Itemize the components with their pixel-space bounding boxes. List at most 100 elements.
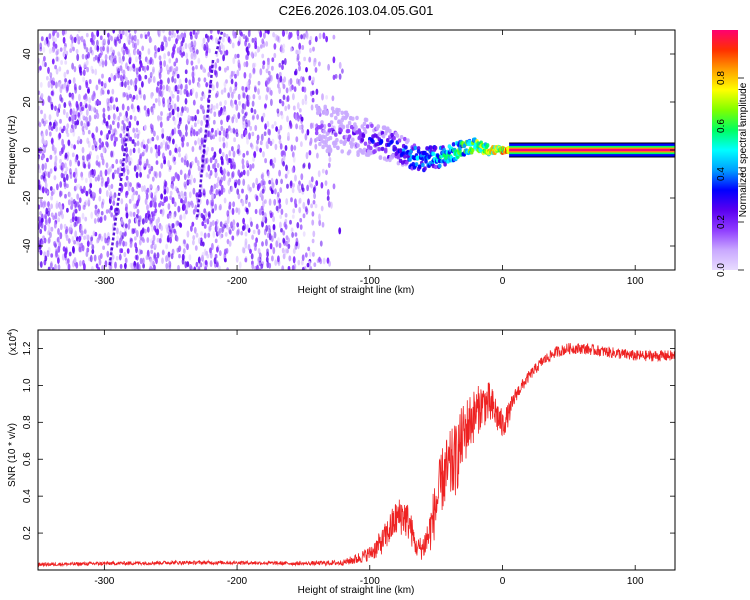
spectrogram-noise-dot	[211, 127, 214, 133]
spectrogram-noise-dot	[285, 87, 289, 94]
spectrogram-noise-dot	[61, 253, 65, 261]
spectrogram-noise-dot	[328, 260, 331, 267]
y-tick-label: -20	[22, 190, 33, 205]
spectrogram-noise-dot	[151, 108, 155, 116]
spectrogram-noise-dot	[257, 46, 261, 53]
spectrogram-noise-dot	[113, 55, 117, 61]
spectrogram-noise-dot	[129, 262, 133, 268]
spectrogram-noise-dot	[57, 227, 60, 235]
spectrogram-noise-dot	[226, 65, 230, 71]
spectrogram-noise-dot	[205, 44, 209, 51]
spectrogram-ridge-dot	[334, 132, 338, 137]
spectrogram-noise-dot	[38, 105, 41, 111]
spectrogram-noise-dot	[168, 58, 172, 64]
spectrogram-noise-dot	[163, 60, 167, 68]
spectrogram-noise-dot	[178, 146, 181, 153]
spectrogram-noise-dot	[194, 140, 197, 146]
spectrogram-noise-dot	[203, 114, 206, 121]
x-tick-label: -100	[360, 276, 380, 287]
spectrogram-noise-dot	[267, 30, 270, 35]
spectrogram-noise-dot	[78, 116, 81, 122]
spectrogram-noise-dot	[157, 149, 161, 157]
spectrogram-ridge-dot	[331, 109, 336, 115]
spectrogram-noise-dot	[39, 46, 43, 52]
spectrogram-noise-dot	[134, 236, 137, 241]
spectrogram-noise-dot	[258, 182, 261, 189]
snr-y-axis-label: SNR (10 * v/v)	[7, 423, 18, 487]
spectrogram-noise-dot	[53, 222, 57, 229]
spectrogram-noise-dot	[217, 188, 221, 195]
spectrogram-noise-dot	[87, 140, 91, 148]
spectrogram-noise-dot	[92, 191, 95, 198]
spectrogram-noise-dot	[257, 228, 261, 236]
spectrogram-noise-dot	[58, 132, 62, 139]
spectrogram-noise-dot	[235, 103, 239, 111]
spectrogram-ridge-dot	[356, 143, 360, 148]
spectrogram-noise-dot	[220, 233, 224, 239]
spectrogram-noise-dot	[237, 112, 241, 120]
spectrogram-noise-dot	[116, 235, 119, 241]
spectrogram-noise-dot	[154, 243, 157, 249]
spectrogram-noise-dot	[93, 254, 97, 262]
spectrogram-noise-dot	[257, 88, 260, 95]
spectrogram-noise-dot	[59, 232, 63, 240]
spectrogram-noise-dot	[153, 191, 157, 199]
spectrogram-noise-dot	[150, 249, 154, 255]
spectrogram-noise-dot	[231, 42, 235, 49]
spectrogram-noise-dot	[193, 40, 197, 48]
spectrogram-noise-dot	[249, 125, 253, 131]
spectrogram-noise-dot	[220, 42, 224, 50]
spectrogram-noise-dot	[321, 168, 325, 174]
spectrogram-noise-dot	[100, 235, 104, 242]
spectrogram-noise-dot	[314, 36, 318, 43]
spectrogram-noise-dot	[68, 100, 71, 107]
spectrogram-noise-dot	[153, 252, 157, 259]
spectrogram-noise-dot	[119, 133, 123, 138]
spectrogram-noise-dot	[125, 49, 129, 55]
spectrogram-streak	[108, 125, 130, 266]
spectrogram-noise-dot	[190, 160, 194, 166]
spectrogram-noise-dot	[260, 133, 264, 142]
spectrogram-noise-dot	[261, 38, 265, 45]
spectrogram-noise-dot	[113, 140, 117, 147]
spectrogram-noise-dot	[180, 52, 184, 58]
spectrogram-noise-dot	[53, 175, 57, 181]
spectrogram-noise-dot	[262, 200, 265, 208]
spectrogram-noise-dot	[262, 112, 266, 118]
spectrogram-noise-dot	[215, 70, 218, 78]
spectrogram-noise-dot	[64, 170, 68, 176]
spectrogram-noise-dot	[282, 154, 286, 162]
spectrogram-noise-dot	[273, 157, 277, 164]
spectrogram-noise-dot	[49, 168, 53, 174]
spectrogram-noise-dot	[201, 251, 205, 258]
spectrogram-noise-dot	[64, 193, 67, 199]
spectrogram-ridge-dot	[392, 136, 397, 141]
spectrogram-noise-dot	[278, 169, 281, 177]
spectrogram-noise-dot	[171, 76, 175, 83]
spectrogram-noise-dot	[285, 240, 288, 247]
spectrogram-noise-dot	[167, 77, 170, 84]
spectrogram-noise-dot	[82, 39, 86, 47]
spectrogram-noise-dot	[48, 131, 52, 137]
spectrogram-noise-dot	[139, 154, 142, 160]
spectrogram-noise-dot	[113, 74, 117, 82]
spectrogram-noise-dot	[225, 223, 229, 230]
spectrogram-noise-dot	[120, 68, 124, 74]
spectrogram-noise-dot	[71, 152, 75, 158]
spectrogram-noise-dot	[240, 133, 244, 139]
spectrogram-noise-dot	[134, 42, 137, 50]
spectrogram-ridge-dot	[390, 139, 394, 144]
spectrogram-noise-dot	[147, 210, 150, 215]
spectrogram-noise-dot	[276, 194, 280, 201]
spectrogram-noise-dot	[231, 171, 235, 178]
spectrogram-noise-dot	[200, 137, 204, 145]
spectrogram-noise-dot	[147, 213, 151, 221]
spectrogram-noise-dot	[160, 111, 163, 117]
spectrogram-noise-dot	[224, 220, 228, 226]
spectrogram-noise-dot	[143, 124, 147, 131]
spectrogram-noise-dot	[199, 104, 203, 110]
spectrogram-noise-dot	[82, 130, 85, 136]
spectrogram-noise-dot	[310, 203, 313, 209]
spectrogram-noise-dot	[277, 36, 281, 44]
spectrogram-noise-dot	[83, 235, 86, 241]
